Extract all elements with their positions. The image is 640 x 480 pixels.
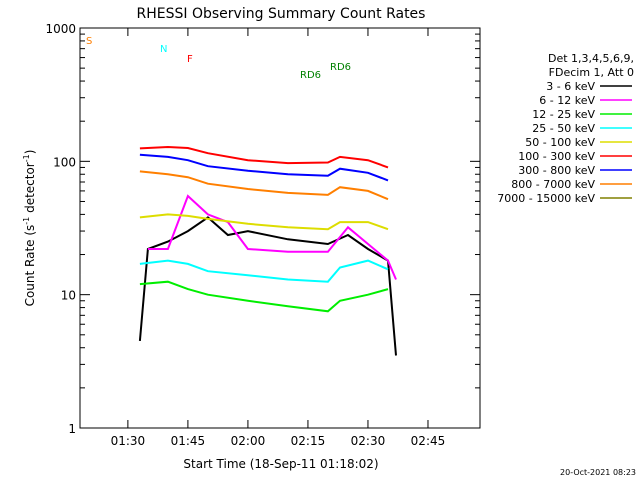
legend-label-4: 50 - 100 keV — [525, 136, 595, 149]
x-tick-label-2: 02:00 — [231, 434, 266, 448]
legend-label-1: 6 - 12 keV — [539, 94, 595, 107]
series-line-7 — [139, 170, 389, 201]
legend-label-8: 7000 - 15000 keV — [497, 192, 595, 205]
x-tick-label-5: 02:45 — [411, 434, 446, 448]
series-line-4 — [139, 213, 389, 231]
annotation-label-1: N — [160, 44, 167, 55]
y-axis-label-mid: detector — [23, 162, 37, 217]
legend-label-2: 12 - 25 keV — [532, 108, 595, 121]
x-tick-label-4: 02:30 — [351, 434, 386, 448]
series-line-1 — [147, 194, 397, 280]
legend: Det 1,3,4,5,6,9, FDecim 1, Att 0 3 - 6 k… — [497, 52, 634, 205]
series-line-6 — [139, 153, 389, 182]
y-axis-label: Count Rate (s-1 detector-1) — [22, 150, 37, 307]
annotation-label-0: S — [86, 36, 92, 47]
chart-title: RHESSI Observing Summary Count Rates — [137, 6, 426, 22]
annotation-label-4: RD6 — [330, 62, 351, 73]
y-axis-label-prefix: Count Rate (s — [23, 225, 37, 307]
y-tick-label-1: 10 — [61, 289, 76, 303]
series-line-0 — [138, 216, 397, 356]
y-axis-label-sup1: -1 — [22, 217, 31, 225]
plot-layer: S N F RD6 RD6 — [86, 36, 397, 356]
y-axis-label-suffix: ) — [23, 150, 37, 155]
x-tick-label-1: 01:45 — [171, 434, 206, 448]
series-line-2 — [139, 280, 389, 313]
y-tick-label-3: 1000 — [45, 22, 76, 36]
plot-frame — [79, 27, 481, 429]
legend-label-5: 100 - 300 keV — [518, 150, 595, 163]
axis-ticks: 01:30 01:45 02:00 02:15 02:30 02:45 1 10 100 1000 — [45, 22, 480, 448]
x-tick-label-0: 01:30 — [111, 434, 146, 448]
y-tick-label-0: 1 — [68, 422, 76, 436]
series-line-3 — [139, 259, 389, 283]
legend-header-line-1: Det 1,3,4,5,6,9, — [548, 52, 634, 65]
x-axis-label: Start Time (18-Sep-11 01:18:02) — [183, 457, 378, 471]
annotation-label-2: F — [187, 54, 193, 65]
y-tick-label-2: 100 — [53, 155, 76, 169]
legend-label-6: 300 - 800 keV — [518, 164, 595, 177]
y-axis-label-sup2: -1 — [22, 154, 31, 162]
legend-header-line-2: FDecim 1, Att 0 — [549, 66, 634, 79]
legend-label-7: 800 - 7000 keV — [511, 178, 595, 191]
legend-label-3: 25 - 50 keV — [532, 122, 595, 135]
annotation-label-3: RD6 — [300, 70, 321, 81]
legend-label-0: 3 - 6 keV — [546, 80, 595, 93]
timestamp: 20-Oct-2021 08:23 — [560, 468, 636, 477]
x-tick-label-3: 02:15 — [291, 434, 326, 448]
series-line-5 — [139, 145, 389, 169]
